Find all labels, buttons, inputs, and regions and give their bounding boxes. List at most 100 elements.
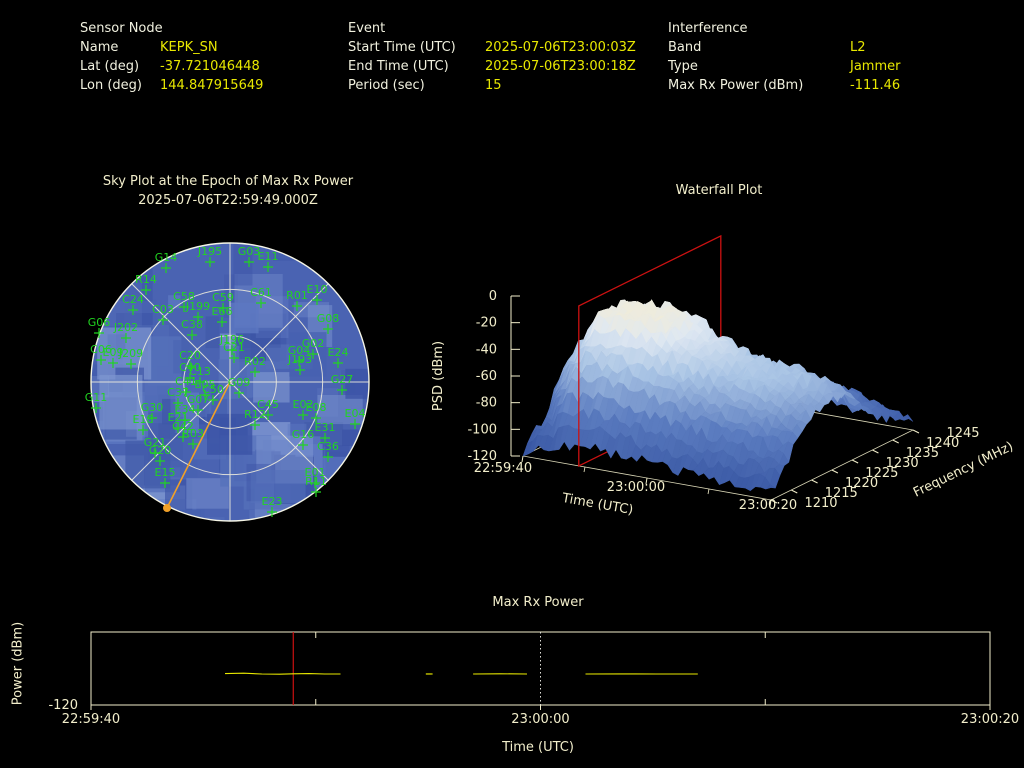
event-period-label: Period (sec) — [348, 78, 425, 93]
skyplot-heatmap-patch — [291, 521, 328, 532]
satellite-label: C45 — [257, 398, 279, 411]
satellite-marker — [263, 262, 273, 272]
skyplot-heatmap-patch — [120, 493, 150, 521]
skyplot-horizon-ring — [90, 242, 370, 522]
satellite-label: C42 — [172, 420, 194, 433]
waterfall-chart: 0 -20 -40 -60 -80 -100 -120 PSD (dBm) 22:59:40 23… — [431, 234, 1016, 518]
skyplot-heatmap-patch — [90, 523, 140, 533]
satellite-label: C06 — [90, 343, 112, 356]
satellite-marker — [311, 413, 321, 423]
skyplot-heatmap-patch — [168, 527, 184, 532]
event-panel: Event Start Time (UTC) 2025-07-06T23:00:… — [348, 19, 636, 95]
waterfall-psd-tick-label: -40 — [476, 342, 497, 357]
satellite-marker — [208, 395, 218, 405]
skyplot-heatmap-patch — [317, 388, 338, 417]
satellite-label: E08 — [306, 401, 327, 414]
skyplot-heatmap-patch — [371, 476, 380, 531]
sensor-lon-value: 144.847915649 — [160, 78, 264, 93]
skyplot-epoch: 2025-07-06T22:59:49.000Z — [138, 193, 318, 208]
waterfall-time-tick-label: 23:00:20 — [739, 498, 797, 513]
satellite-marker — [179, 302, 189, 312]
satellite-label: C21 — [223, 341, 245, 354]
satellite-label: G30 — [141, 401, 164, 414]
waterfall-freq-tick — [872, 449, 879, 454]
interference-panel: Interference Band L2 Type Jammer Max Rx … — [668, 19, 900, 95]
skyplot-grid-ring-30 — [136, 288, 324, 476]
satellite-marker — [193, 405, 203, 415]
waterfall-freq-axis — [770, 429, 914, 501]
waterfall-freq-tick — [770, 499, 778, 504]
waterfall-freq-tick-label: 1245 — [946, 426, 979, 441]
skyplot-heatmap-patch — [231, 524, 284, 532]
satellite-marker — [298, 440, 308, 450]
satellite-label: E01 — [305, 466, 326, 479]
waterfall-time-tick-label: 22:59:40 — [474, 461, 532, 476]
interference-power-label: Max Rx Power (dBm) — [668, 78, 804, 93]
satellite-label: G08 — [317, 312, 340, 325]
satellite-marker — [323, 324, 333, 334]
satellite-marker — [94, 328, 104, 338]
interference-power-value: -111.46 — [850, 78, 901, 93]
skyplot-heatmap-patch — [367, 276, 369, 322]
sensor-lat-label: Lat (deg) — [80, 59, 140, 74]
skyplot-heatmap-patch — [338, 243, 358, 259]
satellite-label: C50 — [202, 383, 224, 396]
event-period-row: Period (sec) 15 — [348, 76, 636, 95]
skyplot-heatmap-patch — [365, 306, 369, 331]
satellite-label: G02 — [302, 337, 325, 350]
satellite-label: E05 — [195, 378, 216, 391]
satellite-marker — [200, 390, 210, 400]
waterfall-freq-tick-label: 1230 — [886, 456, 919, 471]
waterfall-time-tick — [645, 477, 648, 485]
satellite-label: E11 — [258, 250, 279, 263]
event-start-label: Start Time (UTC) — [348, 40, 456, 55]
skyplot-heatmap-patch — [230, 302, 259, 334]
satellite-marker — [256, 298, 266, 308]
waterfall-psd-tick-label: -20 — [476, 316, 497, 331]
satellite-label: J202 — [113, 321, 138, 334]
satellite-label: G21 — [144, 436, 167, 449]
satellite-label: J209 — [118, 347, 143, 360]
skyplot-heatmap-patch — [94, 470, 123, 502]
power-plot-chart: 22:59:40 23:00:00 23:00:20 -120 — [48, 631, 1019, 727]
event-start-value: 2025-07-06T23:00:03Z — [485, 40, 636, 55]
satellite-label: R12 — [244, 408, 266, 421]
skyplot-heatmap-patch — [91, 243, 125, 281]
waterfall-psd-tick-label: -100 — [467, 422, 497, 437]
satellite-label: C58 — [173, 290, 195, 303]
satellite-marker — [155, 456, 165, 466]
interference-band-value: L2 — [850, 40, 866, 55]
power-plot-ylabel: Power (dBm) — [10, 621, 26, 706]
satellite-label: J196 — [219, 333, 244, 346]
satellite-label: C20 — [179, 349, 201, 362]
event-end-value: 2025-07-06T23:00:18Z — [485, 59, 636, 74]
satellite-label: C38 — [181, 318, 203, 331]
skyplot-title: Sky Plot at the Epoch of Max Rx Power — [102, 174, 354, 189]
skyplot-heatmap-patch — [249, 509, 281, 521]
waterfall-psd-tick-label: -120 — [467, 449, 497, 464]
satellite-label: R01 — [286, 289, 308, 302]
skyplot-heatmap-patch — [91, 486, 118, 521]
satellite-label: G09 — [228, 376, 251, 389]
satellite-marker — [161, 263, 171, 273]
waterfall-freq-tick-label: 1220 — [845, 476, 878, 491]
satellite-marker — [227, 345, 237, 355]
satellite-label: G14 — [155, 251, 178, 264]
waterfall-psd-tick-label: 0 — [489, 289, 497, 304]
skyplot-heatmap-patch — [322, 270, 368, 291]
satellite-label: E09 — [103, 346, 124, 359]
waterfall-freq-tick — [791, 489, 798, 494]
skyplot-heatmap-patch — [373, 244, 380, 299]
satellite-label: G07 — [187, 393, 210, 406]
satellite-label: E18 — [133, 413, 154, 426]
skyplot-heatmap-patch — [365, 499, 369, 521]
satellite-marker — [337, 385, 347, 395]
skyplot-heatmap-patch — [339, 243, 360, 274]
event-start-row: Start Time (UTC) 2025-07-06T23:00:03Z — [348, 38, 636, 57]
interference-band-label: Band — [668, 40, 702, 55]
satellite-label: C61 — [250, 286, 272, 299]
satellite-marker — [195, 377, 205, 387]
sensor-name-value: KEPK_SN — [160, 40, 218, 55]
interference-type-value: Jammer — [850, 59, 901, 74]
